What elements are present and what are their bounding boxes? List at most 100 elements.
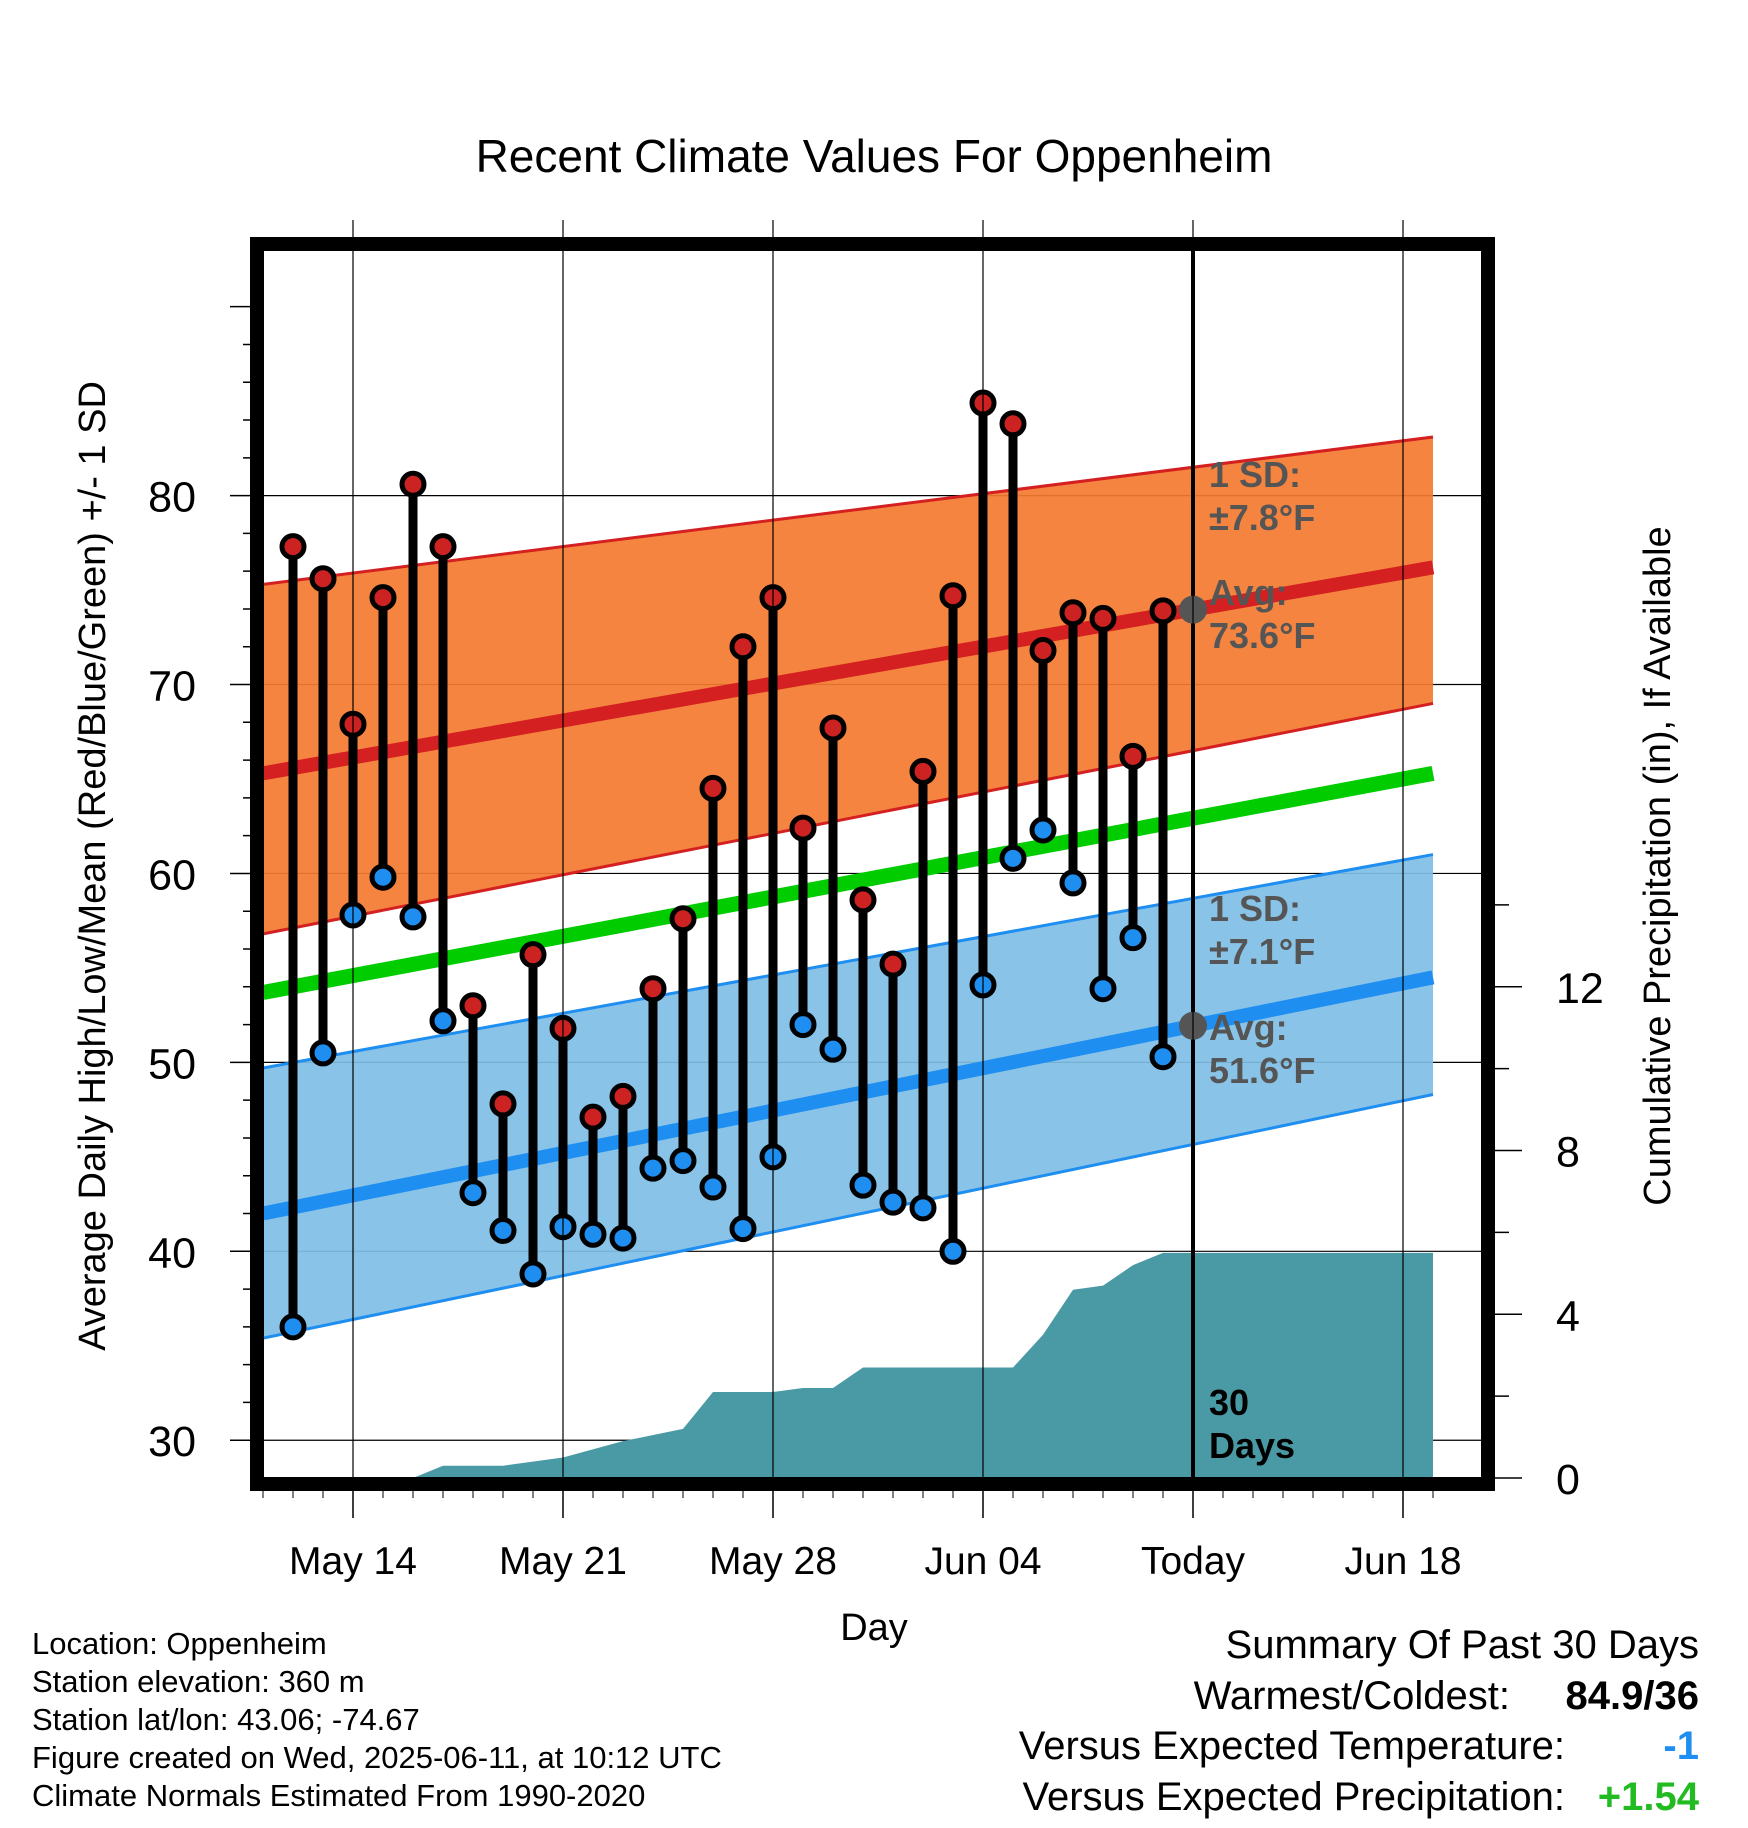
high-temp-point	[699, 774, 727, 802]
y-tick-label: 70	[148, 663, 196, 711]
low-temp-point	[609, 1224, 637, 1252]
high-temp-point	[369, 584, 397, 612]
elevation-text: Station elevation: 360 m	[32, 1664, 365, 1699]
low-temp-point	[1089, 975, 1117, 1003]
high-temp-point	[849, 886, 877, 914]
y-tick-label: 40	[148, 1229, 196, 1277]
high-temp-point	[879, 950, 907, 978]
low-temp-point	[399, 903, 427, 931]
low-temp-point	[1149, 1043, 1177, 1071]
y-tick-label: 80	[148, 474, 196, 522]
x-tick-label: May 14	[289, 1540, 417, 1583]
y-tick-label: 60	[148, 851, 196, 899]
low-sd-label: 1 SD:	[1209, 888, 1301, 929]
high-temp-point	[489, 1090, 517, 1118]
high-temp-point	[1119, 742, 1147, 770]
avg-high-line	[263, 560, 1435, 781]
high-temp-point	[789, 814, 817, 842]
low-temp-point	[1029, 816, 1057, 844]
summary-heading: Summary Of Past 30 Days	[1225, 1623, 1699, 1667]
precip-departure-label: Versus Expected Precipitation:	[1022, 1775, 1565, 1819]
high-sd-value: ±7.8°F	[1209, 497, 1315, 538]
high-temp-point	[1089, 604, 1117, 632]
high-temp-point	[399, 470, 427, 498]
y-tick-label: 50	[148, 1040, 196, 1088]
y-tick-label: 30	[148, 1418, 196, 1466]
warmest-coldest-label: Warmest/Coldest:	[1193, 1674, 1510, 1718]
high-temp-point	[429, 533, 457, 561]
low-temp-point	[429, 1007, 457, 1035]
high-temp-point	[999, 410, 1027, 438]
high-sd-band	[263, 437, 1433, 934]
x-axis-label: Day	[840, 1607, 908, 1649]
period-label-days: Days	[1209, 1425, 1295, 1466]
chart-title: Recent Climate Values For Oppenheim	[476, 130, 1273, 182]
low-temp-point	[579, 1220, 607, 1248]
x-tick-label: Today	[1141, 1540, 1246, 1583]
high-temp-point	[279, 533, 307, 561]
low-sd-value: ±7.1°F	[1209, 931, 1315, 972]
low-temp-point	[879, 1188, 907, 1216]
high-temp-point	[729, 633, 757, 661]
high-avg-value: 73.6°F	[1209, 615, 1315, 656]
low-sd-band-lower-edge	[263, 1093, 1434, 1340]
plot-inner	[263, 250, 1482, 1478]
location-text: Location: Oppenheim	[32, 1626, 327, 1661]
low-temp-point	[729, 1215, 757, 1243]
normals-text: Climate Normals Estimated From 1990-2020	[32, 1778, 646, 1813]
high-sd-label: 1 SD:	[1209, 454, 1301, 495]
low-temp-point	[699, 1173, 727, 1201]
latlon-text: Station lat/lon: 43.06; -74.67	[32, 1702, 420, 1737]
high-temp-point	[1029, 637, 1057, 665]
station-info: Location: Oppenheim Station elevation: 3…	[32, 1625, 722, 1815]
low-temp-point	[999, 844, 1027, 872]
low-temp-point	[669, 1147, 697, 1175]
temp-departure-value: -1	[1663, 1724, 1699, 1768]
avg-low-line	[263, 970, 1435, 1221]
low-temp-point	[789, 1011, 817, 1039]
low-avg-label: Avg:	[1209, 1007, 1288, 1048]
high-temp-point	[1059, 599, 1087, 627]
high-temp-point	[1149, 597, 1177, 625]
low-temp-point	[489, 1217, 517, 1245]
period-label-number: 30	[1209, 1382, 1249, 1423]
low-temp-point	[279, 1313, 307, 1341]
avg-mean-line	[263, 765, 1435, 1000]
x-tick-label: Jun 04	[924, 1540, 1041, 1583]
y2-axis-label: Cumulative Precipitation (in), If Availa…	[1637, 526, 1679, 1205]
low-temp-point	[309, 1039, 337, 1067]
high-sd-band-lower-edge	[263, 701, 1434, 936]
precip-area	[413, 1252, 1433, 1478]
low-temp-point	[639, 1154, 667, 1182]
high-temp-point	[459, 992, 487, 1020]
plot-frame	[250, 237, 1495, 1491]
high-temp-point	[519, 941, 547, 969]
low-avg-value: 51.6°F	[1209, 1050, 1315, 1091]
x-tick-label: Jun 18	[1344, 1540, 1461, 1583]
low-temp-point	[1119, 924, 1147, 952]
x-tick-label: May 21	[499, 1540, 627, 1583]
high-temp-point	[609, 1082, 637, 1110]
high-temp-point	[909, 757, 937, 785]
high-sd-band-upper-edge	[263, 435, 1434, 586]
low-temp-point	[939, 1237, 967, 1265]
y2-tick-label: 4	[1556, 1292, 1580, 1340]
high-temp-point	[819, 714, 847, 742]
precip-departure-value: +1.54	[1597, 1775, 1699, 1819]
high-temp-point	[939, 582, 967, 610]
high-temp-point	[639, 975, 667, 1003]
low-temp-point	[1059, 869, 1087, 897]
low-temp-point	[369, 863, 397, 891]
low-temp-point	[459, 1179, 487, 1207]
x-tick-label: May 28	[709, 1540, 837, 1583]
low-temp-point	[909, 1194, 937, 1222]
y2-tick-label: 12	[1556, 965, 1604, 1013]
y2-tick-label: 8	[1556, 1129, 1580, 1177]
high-avg-label: Avg:	[1209, 572, 1288, 613]
low-temp-point	[849, 1171, 877, 1199]
created-text: Figure created on Wed, 2025-06-11, at 10…	[32, 1740, 722, 1775]
high-temp-point	[669, 905, 697, 933]
high-temp-point	[579, 1103, 607, 1131]
low-temp-point	[519, 1260, 547, 1288]
